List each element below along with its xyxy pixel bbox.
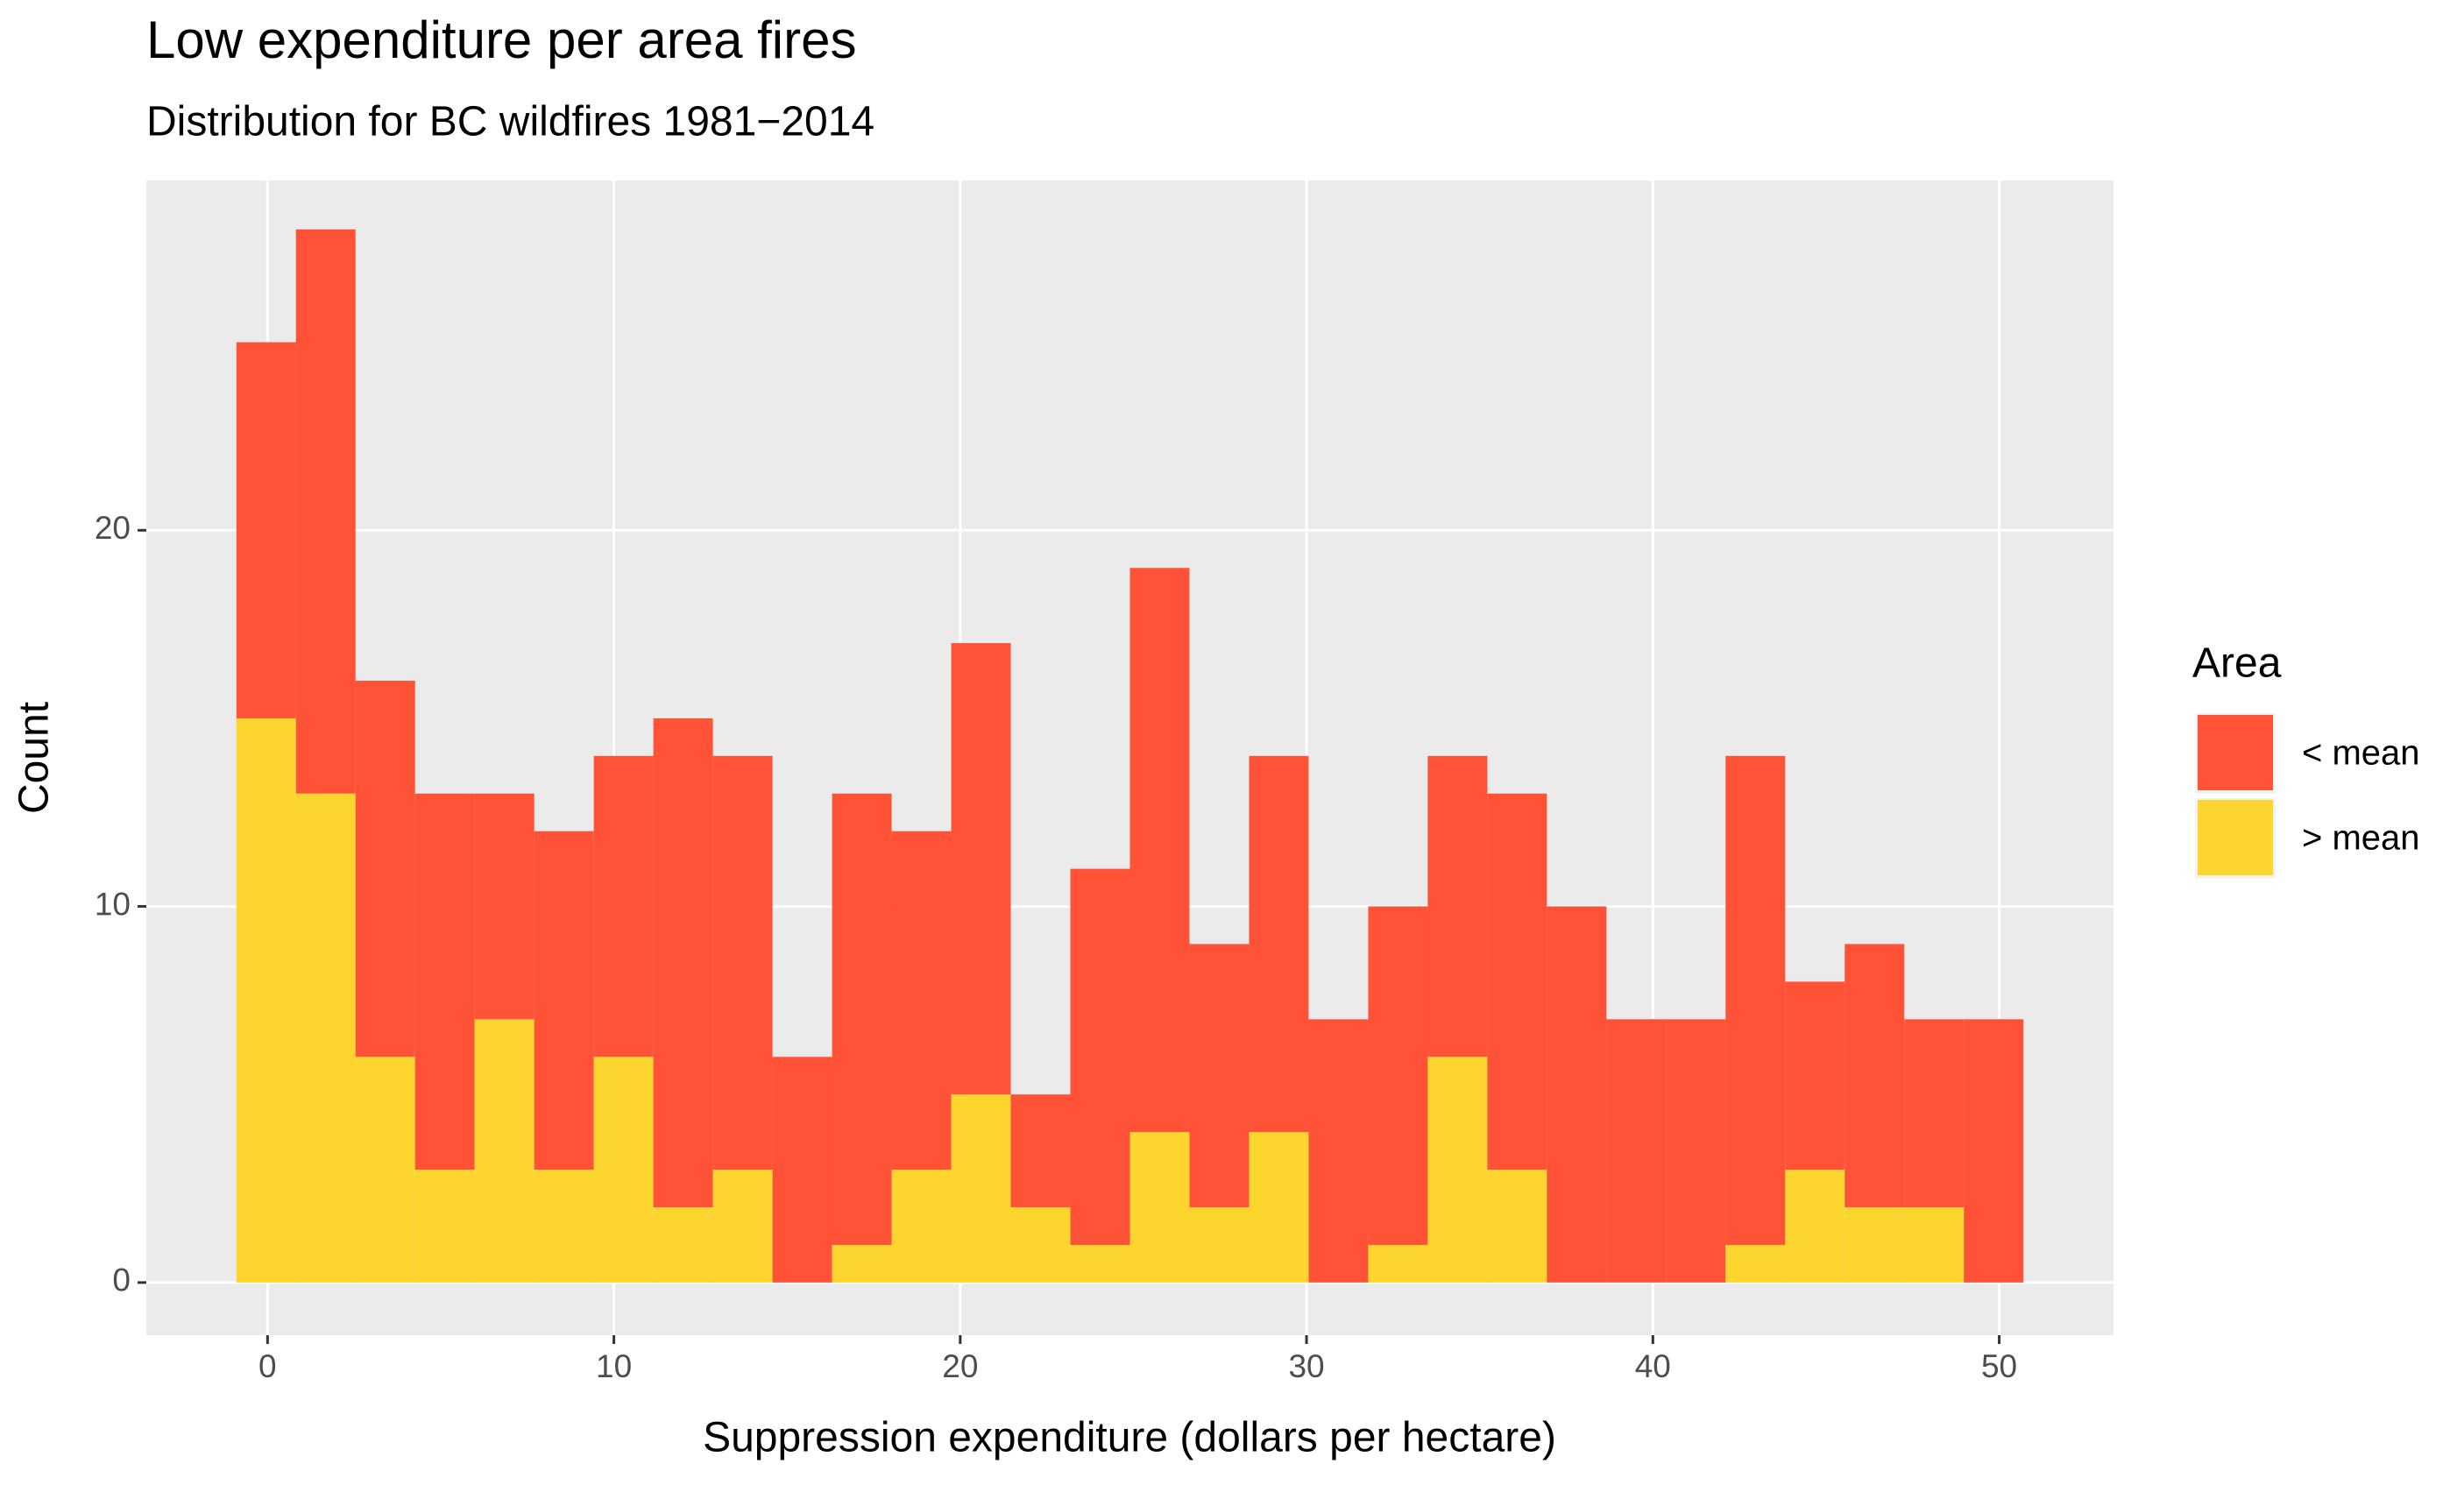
histogram-bar [1249, 755, 1309, 1133]
y-tick-label: 20 [95, 510, 131, 546]
histogram-bar [1368, 1244, 1428, 1283]
histogram-bar [1308, 1019, 1369, 1283]
x-tick-label: 20 [942, 1348, 978, 1384]
legend-title: Area [2192, 640, 2282, 687]
histogram-bar [1427, 755, 1488, 1057]
histogram-bar [1487, 1170, 1547, 1283]
histogram-bar [1904, 1019, 1965, 1208]
histogram-bar [236, 342, 296, 718]
histogram-bar [355, 680, 415, 1057]
x-tick-label: 40 [1635, 1348, 1671, 1384]
y-tick-label: 10 [95, 886, 131, 922]
histogram-bar [951, 643, 1011, 1095]
histogram-bar [414, 793, 475, 1170]
legend-label: > mean [2302, 819, 2420, 858]
histogram-bar [1070, 1244, 1130, 1283]
legend-label: < mean [2302, 734, 2420, 773]
histogram-bar [593, 1057, 654, 1283]
histogram-bar [1725, 1244, 1786, 1283]
x-tick-label: 0 [258, 1348, 277, 1384]
histogram-bar [1844, 944, 1905, 1208]
histogram-bar [1666, 1019, 1726, 1283]
histogram-bar [1844, 1207, 1905, 1283]
histogram-bar [1249, 1132, 1309, 1283]
legend-key [2198, 800, 2273, 875]
histogram-bar [653, 1207, 713, 1283]
y-tick-label: 0 [112, 1262, 131, 1298]
histogram-bar [414, 1170, 475, 1283]
histogram-bar [1368, 906, 1428, 1245]
histogram-bar [891, 831, 952, 1170]
histogram-bar [1606, 1019, 1667, 1283]
histogram-bar [1129, 1132, 1190, 1283]
histogram-bar [1487, 793, 1547, 1170]
histogram-bar [1427, 1057, 1488, 1283]
histogram-bar [653, 718, 713, 1208]
histogram-bar [832, 793, 892, 1245]
histogram-bar [712, 755, 773, 1170]
histogram-bar [951, 1094, 1011, 1283]
histogram-bar [295, 793, 356, 1283]
histogram-bar [772, 1057, 832, 1283]
histogram-bar [1189, 1207, 1250, 1283]
histogram-bar [1189, 944, 1250, 1208]
legend-key [2198, 715, 2273, 790]
histogram-bar [534, 1170, 594, 1283]
histogram-bar [1070, 868, 1130, 1245]
histogram-bar [1725, 755, 1786, 1245]
x-tick-label: 30 [1288, 1348, 1324, 1384]
histogram-bar [832, 1244, 892, 1283]
histogram-bar [1964, 1019, 2024, 1283]
histogram-bar [712, 1170, 773, 1283]
y-axis-title: Count [11, 702, 58, 814]
histogram-bar [474, 1019, 535, 1283]
x-axis-title: Suppression expenditure (dollars per hec… [703, 1415, 1556, 1461]
histogram-bar [891, 1170, 952, 1283]
histogram-bar [474, 793, 535, 1020]
x-tick-label: 10 [596, 1348, 632, 1384]
histogram-bar [236, 718, 296, 1283]
histogram-bar [593, 755, 654, 1057]
histogram-bar [355, 1057, 415, 1283]
histogram-bar [1010, 1207, 1071, 1283]
chart-subtitle: Distribution for BC wildfires 1981−2014 [146, 99, 874, 145]
histogram-bar [1785, 1170, 1845, 1283]
x-tick-label: 50 [1981, 1348, 2017, 1384]
histogram-bar [1547, 906, 1607, 1283]
histogram-bar [1785, 981, 1845, 1170]
histogram-bar [1904, 1207, 1965, 1283]
histogram-bar [1010, 1094, 1071, 1208]
histogram-bar [534, 831, 594, 1170]
chart-title: Low expenditure per area fires [146, 11, 856, 69]
histogram-bar [1129, 568, 1190, 1133]
histogram-bar [295, 229, 356, 794]
